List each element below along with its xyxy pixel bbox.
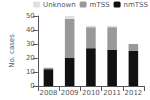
svg-text:40: 40 — [26, 26, 35, 34]
svg-text:50: 50 — [26, 12, 35, 20]
svg-text:20: 20 — [26, 54, 35, 62]
svg-text:2008: 2008 — [40, 89, 58, 97]
svg-text:10: 10 — [26, 68, 35, 76]
svg-text:No. cases: No. cases — [8, 34, 16, 68]
svg-text:2011: 2011 — [103, 89, 121, 97]
svg-text:2009: 2009 — [61, 89, 79, 97]
svg-text:0: 0 — [30, 82, 34, 90]
svg-text:mTSS: mTSS — [90, 1, 111, 9]
svg-text:nmTSS: nmTSS — [124, 1, 149, 9]
svg-text:2010: 2010 — [82, 89, 100, 97]
svg-text:30: 30 — [26, 40, 35, 48]
svg-text:Unknown: Unknown — [43, 1, 76, 9]
svg-text:2012: 2012 — [124, 89, 142, 97]
